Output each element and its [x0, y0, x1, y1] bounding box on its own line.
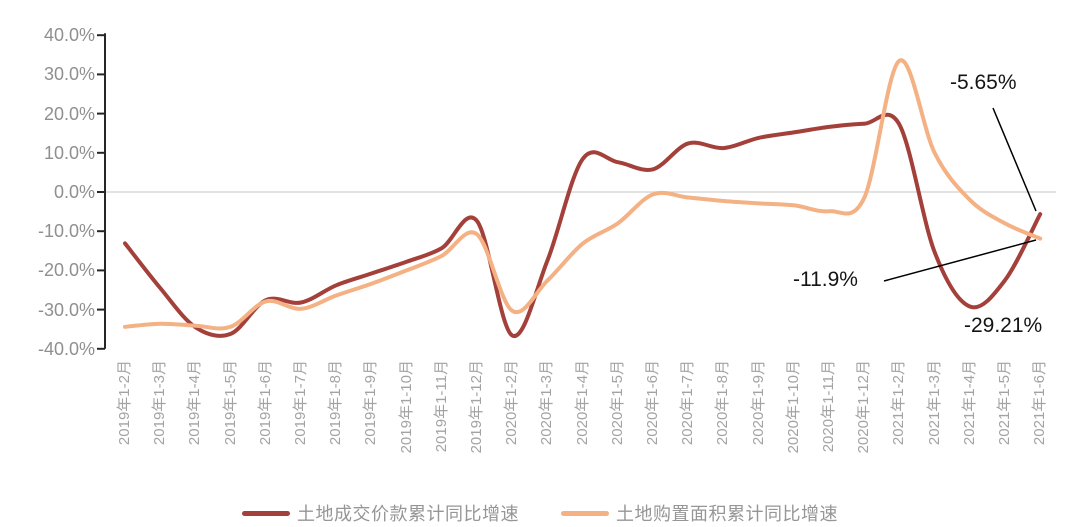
legend-label-land-area: 土地购置面积累计同比增速: [616, 504, 838, 524]
legend-label-land-price: 土地成交价款累计同比增速: [297, 504, 519, 524]
y-tick-label: 10.0%: [43, 142, 95, 163]
x-tick-label: 2020年1-9月: [749, 360, 767, 446]
x-tick-label: 2019年1-10月: [397, 360, 415, 454]
legend: 土地成交价款累计同比增速 土地购置面积累计同比增速: [0, 500, 1080, 526]
legend-swatch-land-price: [242, 510, 290, 516]
x-tick-label: 2019年1-3月: [151, 360, 169, 446]
x-tick-label: 2020年1-12月: [855, 360, 873, 454]
legend-swatch-land-area: [561, 510, 609, 516]
x-tick-label: 2021年1-4月: [960, 360, 978, 446]
x-tick-label: 2020年1-7月: [679, 360, 697, 446]
y-tick-label: -20.0%: [37, 260, 95, 281]
legend-item-land-area: 土地购置面积累计同比增速: [561, 500, 838, 526]
x-tick-label: 2020年1-10月: [784, 360, 802, 454]
x-tick-label: 2020年1-5月: [608, 360, 626, 446]
x-tick-label: 2019年1-9月: [362, 360, 380, 446]
x-tick-label: 2021年1-6月: [1031, 360, 1049, 446]
y-tick-label: 40.0%: [43, 25, 95, 46]
y-tick-label: 20.0%: [43, 103, 95, 124]
leader-line-latest-area: [883, 239, 1037, 282]
x-tick-label: 2021年1-3月: [925, 360, 943, 446]
x-tick-label: 2021年1-5月: [996, 360, 1013, 446]
annotation-land-price-latest: -5.65%: [950, 71, 1017, 94]
x-tick-label: 2020年1-8月: [714, 360, 732, 446]
annotation-land-area-latest: -11.9%: [793, 268, 858, 291]
x-tick-label: 2019年1-11月: [432, 360, 450, 453]
x-tick-label: 2019年1-5月: [221, 360, 239, 446]
x-tick-label: 2020年1-4月: [573, 360, 591, 446]
x-tick-label: 2021年1-2月: [890, 360, 908, 446]
leader-line-latest-price: [992, 107, 1037, 212]
x-tick-label: 2020年1-3月: [538, 360, 556, 446]
x-tick-label: 2019年1-6月: [256, 360, 274, 446]
x-tick-label: 2019年1-4月: [186, 360, 204, 446]
x-tick-label: 2019年1-8月: [327, 360, 345, 446]
x-tick-label: 2019年1-7月: [292, 360, 309, 446]
series-line-0: [123, 112, 1043, 338]
legend-item-land-price: 土地成交价款累计同比增速: [242, 500, 519, 526]
x-tick-label: 2020年1-2月: [503, 360, 521, 446]
x-tick-label: 2020年1-11月: [820, 360, 837, 453]
y-tick-label: 30.0%: [43, 64, 95, 85]
annotation-land-price-trough: -29.21%: [964, 314, 1043, 337]
y-tick-label: -30.0%: [37, 299, 95, 320]
y-tick-label: -10.0%: [37, 221, 95, 242]
x-tick-label: 2019年1-2月: [116, 360, 133, 446]
y-tick-label: 0.0%: [53, 182, 95, 202]
y-tick-label: -40.0%: [37, 338, 95, 359]
series-line-1: [123, 58, 1043, 331]
x-tick-label: 2020年1-6月: [644, 360, 661, 446]
x-tick-label: 2019年1-12月: [468, 360, 485, 454]
